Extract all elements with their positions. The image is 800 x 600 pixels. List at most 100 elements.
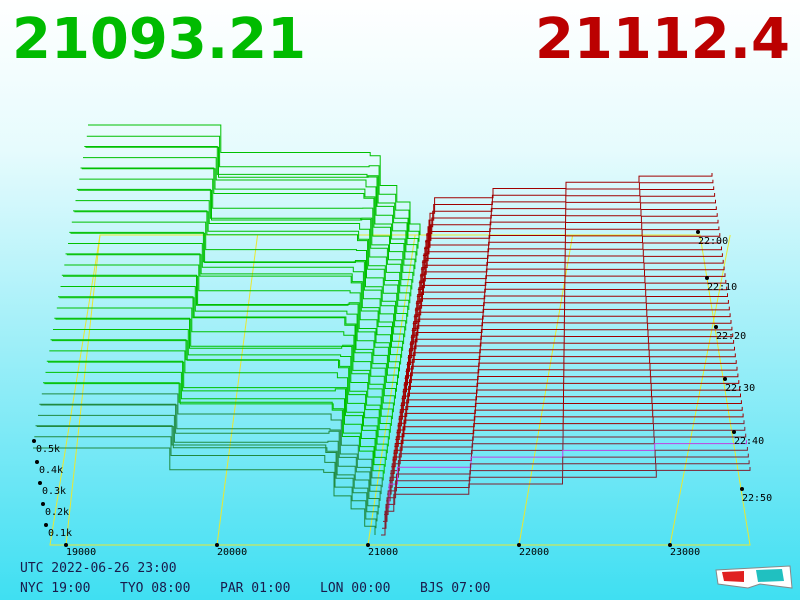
bid-depth-line bbox=[85, 146, 419, 249]
ask-depth-line bbox=[407, 293, 728, 359]
time-label: 22:20 bbox=[716, 331, 746, 342]
price-tick bbox=[366, 543, 370, 547]
ask-depth-line bbox=[411, 266, 725, 331]
bid-price: 21093.21 bbox=[12, 7, 306, 72]
bid-depth-line bbox=[61, 274, 399, 379]
time-label: 22:10 bbox=[707, 282, 737, 293]
bid-depth-line bbox=[38, 414, 380, 508]
ask-depth-line bbox=[401, 333, 734, 400]
ask-depth-line bbox=[399, 346, 735, 413]
ask-depth-line bbox=[403, 320, 732, 386]
volume-label: 0.3k bbox=[42, 486, 66, 497]
ask-depth-line bbox=[402, 326, 733, 393]
bid-depth-line bbox=[46, 360, 387, 460]
volume-tick bbox=[35, 460, 39, 464]
ask-depth-line bbox=[422, 193, 716, 256]
volume-tick bbox=[32, 439, 36, 443]
ask-depth-line bbox=[414, 246, 722, 311]
utc-time: UTC 2022-06-26 23:00 bbox=[20, 561, 177, 576]
ask-depth-line bbox=[397, 360, 737, 427]
bid-depth-line bbox=[79, 178, 414, 283]
price-label: 22000 bbox=[519, 547, 549, 558]
ask-depth-line bbox=[400, 340, 735, 406]
bid-depth-line bbox=[78, 189, 413, 290]
ask-depth-line bbox=[391, 400, 742, 468]
ask-depth-line bbox=[418, 219, 719, 284]
bid-depth-line bbox=[66, 254, 404, 351]
price-grid-line bbox=[367, 234, 416, 546]
time-tick bbox=[696, 230, 700, 234]
bid-depth-line bbox=[84, 146, 418, 256]
time-tick bbox=[723, 377, 727, 381]
volume-label: 0.2k bbox=[45, 507, 69, 518]
time-tick bbox=[714, 325, 718, 329]
price-label: 21000 bbox=[368, 547, 398, 558]
price-label: 20000 bbox=[217, 547, 247, 558]
ask-depth-line bbox=[420, 206, 717, 270]
ask-depth-line bbox=[405, 306, 730, 372]
ask-depth-line bbox=[388, 420, 745, 488]
price-tick bbox=[64, 543, 68, 547]
volume-tick bbox=[38, 481, 42, 485]
ask-depth-line bbox=[398, 353, 736, 420]
bid-depth-line bbox=[50, 339, 390, 440]
bid-depth-line bbox=[44, 383, 385, 474]
time-tick bbox=[732, 430, 736, 434]
bid-depth-line bbox=[49, 350, 389, 447]
time-tick bbox=[705, 276, 709, 280]
city-clock: PAR 01:00 bbox=[220, 581, 290, 596]
ask-depth-line bbox=[417, 226, 720, 290]
bid-depth-line bbox=[60, 286, 398, 385]
bid-depth-line bbox=[83, 157, 417, 263]
ask-depth-line bbox=[386, 433, 747, 502]
ask-depth-line bbox=[415, 239, 722, 304]
bid-depth-line bbox=[63, 275, 400, 372]
ask-price: 21112.4 bbox=[535, 7, 790, 72]
time-label: 22:40 bbox=[734, 436, 764, 447]
bid-depth-line bbox=[43, 382, 384, 481]
ask-depth-line bbox=[404, 313, 731, 379]
ask-depth-line bbox=[392, 393, 741, 461]
bid-depth-line bbox=[41, 393, 383, 488]
depth-lines bbox=[33, 124, 751, 536]
bid-depth-line bbox=[75, 200, 411, 304]
ask-depth-line bbox=[393, 386, 741, 454]
bid-depth-line bbox=[48, 361, 388, 454]
bid-depth-line bbox=[86, 135, 420, 242]
bid-depth-line bbox=[55, 318, 394, 413]
bid-depth-line bbox=[39, 403, 381, 501]
bid-depth-line bbox=[81, 168, 416, 270]
city-clock: NYC 19:00 bbox=[20, 581, 90, 596]
bid-depth-line bbox=[40, 404, 382, 495]
ask-depth-line bbox=[410, 273, 726, 338]
bid-depth-line bbox=[73, 210, 409, 317]
ask-depth-line bbox=[381, 467, 751, 536]
volume-label: 0.5k bbox=[36, 444, 60, 455]
bid-depth-line bbox=[70, 232, 407, 331]
bid-depth-line bbox=[71, 221, 408, 324]
bid-depth-line bbox=[68, 243, 405, 345]
ask-depth-line bbox=[383, 453, 749, 522]
time-label: 22:00 bbox=[698, 236, 728, 247]
ask-depth-line bbox=[426, 173, 713, 236]
bid-depth-line bbox=[33, 447, 376, 535]
bid-depth-line bbox=[34, 436, 377, 529]
city-clock: BJS 07:00 bbox=[420, 581, 490, 596]
bid-depth-line bbox=[65, 253, 403, 358]
bid-depth-line bbox=[56, 307, 395, 406]
bid-depth-line bbox=[58, 296, 396, 399]
price-tick bbox=[668, 543, 672, 547]
bid-depth-line bbox=[80, 167, 415, 276]
ask-depth-line bbox=[425, 179, 714, 243]
ask-depth-line bbox=[413, 253, 723, 318]
time-label: 22:50 bbox=[742, 493, 772, 504]
ask-depth-line bbox=[408, 286, 728, 352]
ask-depth-line bbox=[384, 447, 748, 515]
glasses-icon bbox=[715, 565, 793, 589]
ask-depth-line bbox=[424, 186, 715, 250]
volume-tick bbox=[41, 502, 45, 506]
bid-depth-line bbox=[45, 371, 386, 467]
ask-depth-line bbox=[389, 413, 744, 481]
bid-depth-line bbox=[76, 188, 412, 297]
volume-label: 0.1k bbox=[48, 528, 72, 539]
